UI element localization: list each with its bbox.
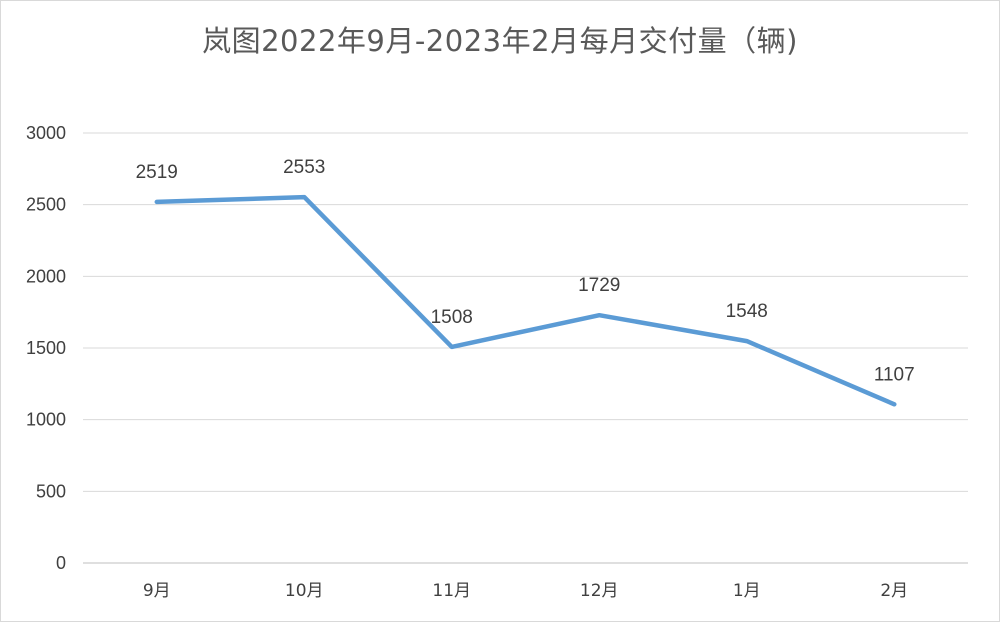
x-category-label: 1月 (733, 581, 761, 601)
y-tick-label: 3000 (26, 123, 66, 143)
data-label: 1548 (726, 301, 768, 322)
y-tick-label: 2000 (26, 266, 66, 286)
x-category-label: 11月 (432, 581, 471, 601)
x-category-label: 10月 (285, 581, 324, 601)
x-category-label: 2月 (880, 581, 908, 601)
data-label: 2519 (136, 162, 178, 183)
y-axis-ticks: 0 500 1000 1500 2000 2500 3000 (26, 123, 66, 573)
data-label: 2553 (283, 157, 325, 178)
data-label: 1508 (431, 307, 473, 328)
y-tick-label: 1500 (26, 338, 66, 358)
x-category-label: 12月 (580, 581, 619, 601)
series-layer (154, 194, 897, 407)
series-line (154, 194, 897, 407)
y-tick-label: 0 (56, 553, 66, 573)
chart-title: 岚图2022年9月-2023年2月每月交付量（辆) (202, 24, 798, 58)
data-label: 1107 (874, 364, 915, 385)
gridlines (83, 132, 968, 564)
y-tick-label: 500 (36, 481, 66, 501)
x-category-label: 9月 (143, 581, 171, 601)
x-axis-categories: 9月 10月 11月 12月 1月 2月 (143, 581, 908, 601)
data-label: 1729 (578, 275, 620, 296)
y-tick-label: 1000 (26, 410, 66, 430)
data-labels: 2519 2553 1508 1729 1548 1107 (136, 157, 915, 385)
y-tick-label: 2500 (26, 195, 66, 215)
